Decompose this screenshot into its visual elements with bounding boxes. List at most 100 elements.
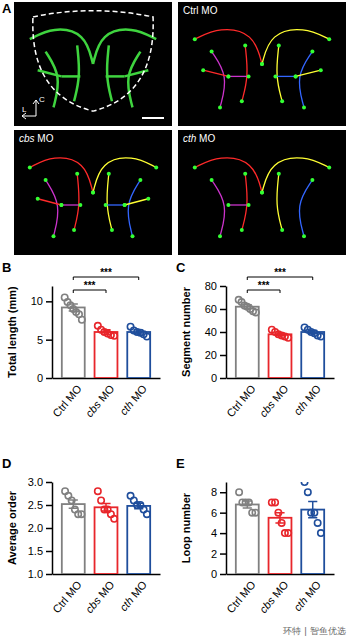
vessel xyxy=(93,30,156,64)
tick: 8 xyxy=(211,486,226,498)
bar xyxy=(236,307,259,378)
vessel xyxy=(195,158,262,193)
label-part: MO xyxy=(268,578,291,602)
node xyxy=(44,178,48,182)
vessel xyxy=(228,76,248,77)
tick: Ctrl MO xyxy=(224,378,258,419)
node xyxy=(193,37,197,41)
tick-mark xyxy=(220,378,226,380)
image-panel: cth MO xyxy=(178,130,346,255)
data-point xyxy=(68,497,74,503)
category-label: cbs MO xyxy=(257,382,291,419)
node xyxy=(327,37,331,41)
axis-title: Segment number xyxy=(180,286,192,377)
tick-label: 0 xyxy=(211,568,217,580)
data-point xyxy=(272,499,278,505)
label-part: MO xyxy=(94,578,117,602)
panel-label: D xyxy=(2,456,11,471)
vessel xyxy=(212,52,225,108)
tick-label: 2.0 xyxy=(28,522,43,534)
significance-label: *** xyxy=(100,267,112,278)
vessel xyxy=(262,158,329,193)
data-point xyxy=(111,516,117,522)
node xyxy=(240,228,244,232)
axis-line xyxy=(226,483,228,575)
tick-mark xyxy=(220,286,226,288)
background xyxy=(0,0,351,640)
label-part: MO xyxy=(61,382,84,406)
vessel xyxy=(125,70,149,76)
vessel xyxy=(228,204,248,205)
tick: cbs MO xyxy=(257,574,291,615)
axis-letter: L xyxy=(22,105,27,114)
tick: 2.0 xyxy=(28,522,52,534)
panel-title: cth MO xyxy=(183,133,215,144)
tick-mark xyxy=(220,512,226,514)
axis-line xyxy=(52,287,54,379)
vessel xyxy=(30,30,93,64)
label-part: MO xyxy=(196,133,215,144)
x-axis: Ctrl MOcbs MOcth MO xyxy=(224,574,334,615)
node xyxy=(247,74,251,78)
plot-area xyxy=(62,488,150,574)
vessel xyxy=(38,70,62,76)
panel-label: E xyxy=(176,456,185,471)
tick-label: 10 xyxy=(31,295,43,307)
vessel xyxy=(125,199,149,205)
panel-title: Ctrl MO xyxy=(183,5,218,16)
error-bar xyxy=(308,501,317,517)
tick: 10 xyxy=(31,295,52,307)
image-background xyxy=(178,2,346,126)
node xyxy=(277,172,281,176)
figure: ACLCtrl MOcbs MOcth MOB0510Ctrl MOcbs MO… xyxy=(0,0,351,640)
vessel xyxy=(107,45,112,101)
node xyxy=(243,172,247,176)
label-part: Ctrl xyxy=(183,5,199,16)
vessel xyxy=(275,76,295,77)
node xyxy=(260,191,264,195)
category-label: cth MO xyxy=(117,578,149,613)
vessel xyxy=(128,180,140,236)
tick: 0 xyxy=(37,372,52,384)
image-panel: CL xyxy=(14,2,172,126)
tick: 1.5 xyxy=(28,545,52,557)
tick: 1.0 xyxy=(28,568,52,580)
node xyxy=(36,197,40,201)
y-axis: 1.0 1.5 2.0 2.5 3.0 xyxy=(28,476,53,580)
vessel xyxy=(38,199,62,205)
panel-label: B xyxy=(2,260,11,275)
tick: cth MO xyxy=(117,574,149,613)
node xyxy=(226,203,230,207)
node xyxy=(123,203,127,207)
tick: 40 xyxy=(205,326,226,338)
axis-title: Loop number xyxy=(180,492,192,563)
tick-label: 2.5 xyxy=(28,499,43,511)
plot-area xyxy=(235,297,324,378)
node xyxy=(72,228,76,232)
node xyxy=(226,74,230,78)
tick-mark xyxy=(46,339,52,341)
node xyxy=(91,191,95,195)
image-background xyxy=(14,2,172,126)
category-label: Ctrl MO xyxy=(224,382,258,419)
tick-label: 4 xyxy=(211,527,217,539)
tick-label: 60 xyxy=(205,303,217,315)
label-part: MO xyxy=(94,382,117,406)
label-part: MO xyxy=(301,382,324,406)
data-point xyxy=(246,499,252,505)
node xyxy=(75,172,79,176)
vessel xyxy=(46,52,58,108)
tick-label: 1.5 xyxy=(28,545,43,557)
tick-mark xyxy=(46,301,52,303)
y-axis: 020406080 xyxy=(205,280,227,384)
tick: 4 xyxy=(211,527,226,539)
label-part: MO xyxy=(61,578,84,602)
tick-mark xyxy=(46,528,52,530)
x-axis: Ctrl MOcbs MOcth MO xyxy=(224,378,334,419)
tick-label: 3.0 xyxy=(28,476,43,488)
node xyxy=(123,203,127,207)
bar xyxy=(95,507,118,574)
tick: 3.0 xyxy=(28,476,52,488)
node xyxy=(240,99,244,103)
data-point xyxy=(144,511,150,517)
